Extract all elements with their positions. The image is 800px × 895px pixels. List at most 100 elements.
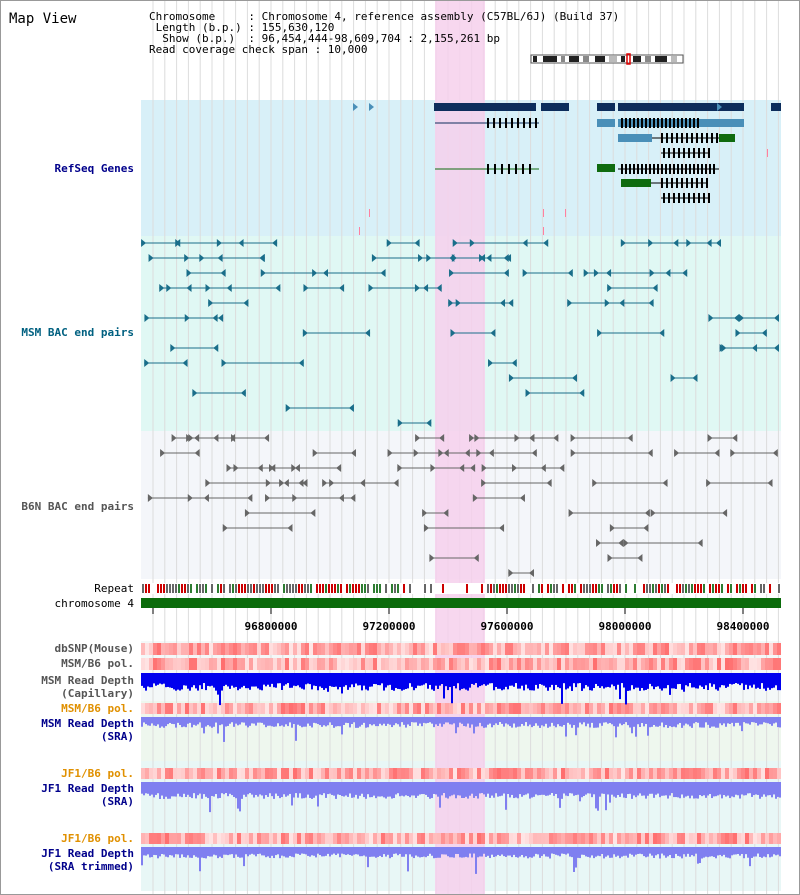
msm-b6-pol-label[interactable]: MSM/B6 pol. [61, 657, 134, 670]
jf1-trim-depth-bar [759, 847, 761, 857]
jf1-sra-depth-bar [399, 782, 401, 797]
msm-sra-depth-bar [705, 717, 707, 723]
msm-pol-strip-2 [429, 703, 433, 714]
gene-exon [686, 178, 688, 188]
msm-pol-strip-2 [465, 703, 469, 714]
msm-pair-end [260, 269, 266, 277]
repeat-mark [160, 584, 162, 593]
repeat-mark [397, 584, 399, 593]
dbsnp-strip [593, 643, 597, 655]
msm-pol-strip [485, 658, 489, 670]
jf1-sra-depth-bar [633, 782, 635, 796]
msm-pol-strip-2 [289, 703, 293, 714]
repeat-mark [652, 584, 654, 593]
jf1-trim-depth-bar [243, 847, 245, 867]
msm-sra-depth-bar [235, 717, 237, 724]
msm-pair-end [205, 284, 211, 292]
msm-read-depth-capillary-label[interactable]: MSM Read Depth (Capillary) [41, 674, 134, 700]
jf1-sra-depth-bar [245, 782, 247, 797]
msm-cap-depth-bar [559, 673, 561, 689]
refseq-genes-label[interactable]: RefSeq Genes [54, 162, 134, 175]
jf1-sra-depth-bar [745, 782, 747, 796]
repeat-mark [316, 584, 318, 593]
repeat-mark [247, 584, 249, 593]
jf1-trim-depth-bar [561, 847, 563, 854]
jf1-trim-depth-bar [637, 847, 639, 854]
msm-pol-strip-2 [273, 703, 277, 714]
jf1-b6-pol-label[interactable]: JF1/B6 pol. [61, 767, 134, 780]
msm-sra-depth-bar [393, 717, 395, 726]
jf1-sra-depth-bar [157, 782, 159, 794]
dbsnp-strip [765, 643, 769, 655]
jf1-sra-depth-bar [251, 782, 253, 795]
dbsnp-strip [145, 643, 149, 655]
jf1-sra-depth-bar [311, 782, 313, 799]
msm-sra-depth-bar [387, 717, 389, 724]
b6n-pair-end [264, 434, 270, 442]
msm-sra-depth-bar [685, 717, 687, 724]
b6n-bac-end-pairs-label[interactable]: B6N BAC end pairs [21, 500, 134, 513]
msm-pol-strip-2 [389, 703, 393, 714]
jf1-sra-depth-bar [663, 782, 665, 796]
jf1-read-depth-sra-label[interactable]: JF1 Read Depth (SRA) [41, 782, 134, 808]
msm-pol-strip [349, 658, 353, 670]
msm-sra-depth-bar [609, 717, 611, 724]
msm-cap-depth-bar [309, 673, 311, 685]
jf1-sra-depth-bar [273, 782, 275, 799]
msm-pol-strip-2 [393, 703, 397, 714]
msm-pair-end [386, 239, 392, 247]
msm-sra-depth-bar [667, 717, 669, 728]
msm-pol-strip-2 [657, 703, 661, 714]
jf1-sra-depth-bar [345, 782, 347, 796]
jf1-pol-strip-2 [425, 833, 429, 844]
jf1-pol-strip [529, 768, 533, 779]
dbsnp-strip [749, 643, 753, 655]
jf1-pol-strip-2 [553, 833, 557, 844]
jf1-pol-strip [753, 768, 757, 779]
msm-cap-depth-bar [147, 673, 149, 687]
jf1-read-depth-trimmed-label[interactable]: JF1 Read Depth (SRA trimmed) [41, 847, 134, 873]
jf1-sra-depth-bar [213, 782, 215, 797]
chromosome-ideogram[interactable] [529, 53, 689, 67]
msm-pair-end [212, 314, 218, 322]
repeat-mark [373, 584, 375, 593]
repeat-mark [277, 584, 279, 593]
msm-sra-depth-bar [777, 717, 779, 728]
repeat-mark [496, 584, 498, 593]
msm-cap-depth-bar [571, 673, 573, 691]
msm-bac-end-pairs-label[interactable]: MSM BAC end pairs [21, 326, 134, 339]
jf1-pol-strip [745, 768, 749, 779]
msm-b6-pol-label-2[interactable]: MSM/B6 pol. [61, 702, 134, 715]
jf1-pol-strip-2 [701, 833, 705, 844]
repeat-mark [442, 584, 444, 593]
msm-pair-end [486, 254, 492, 262]
jf1-trim-depth-bar [249, 847, 251, 855]
jf1-sra-depth-bar [307, 782, 309, 795]
jf1-sra-depth-bar [565, 782, 567, 796]
msm-pol-strip-2 [677, 703, 681, 714]
jf1-sra-depth-bar [453, 782, 455, 795]
jf1-sra-depth-bar [415, 782, 417, 798]
jf1-sra-depth-bar [361, 782, 363, 794]
chromosome-bar [141, 598, 781, 608]
jf1-sra-depth-bar [407, 782, 409, 796]
jf1-trim-depth-bar [179, 847, 181, 858]
jf1-pol-strip [397, 768, 401, 779]
jf1-sra-depth-bar [593, 782, 595, 795]
jf1-sra-depth-bar [563, 782, 565, 794]
jf1-sra-depth-bar [209, 782, 211, 813]
repeat-mark [502, 584, 504, 593]
repeat-mark [511, 584, 513, 593]
gene-mark [767, 149, 768, 157]
msm-cap-depth-bar [275, 673, 277, 688]
msm-sra-depth-bar [775, 717, 777, 723]
repeat-mark [337, 584, 339, 593]
msm-pol-strip-2 [293, 703, 297, 714]
msm-read-depth-sra-label[interactable]: MSM Read Depth (SRA) [41, 717, 134, 743]
jf1-pol-strip [621, 768, 625, 779]
gene-exon [701, 164, 703, 174]
jf1-b6-pol-label-2[interactable]: JF1/B6 pol. [61, 832, 134, 845]
dbsnp-mouse-label[interactable]: dbSNP(Mouse) [54, 642, 134, 655]
jf1-pol-strip [161, 768, 165, 779]
